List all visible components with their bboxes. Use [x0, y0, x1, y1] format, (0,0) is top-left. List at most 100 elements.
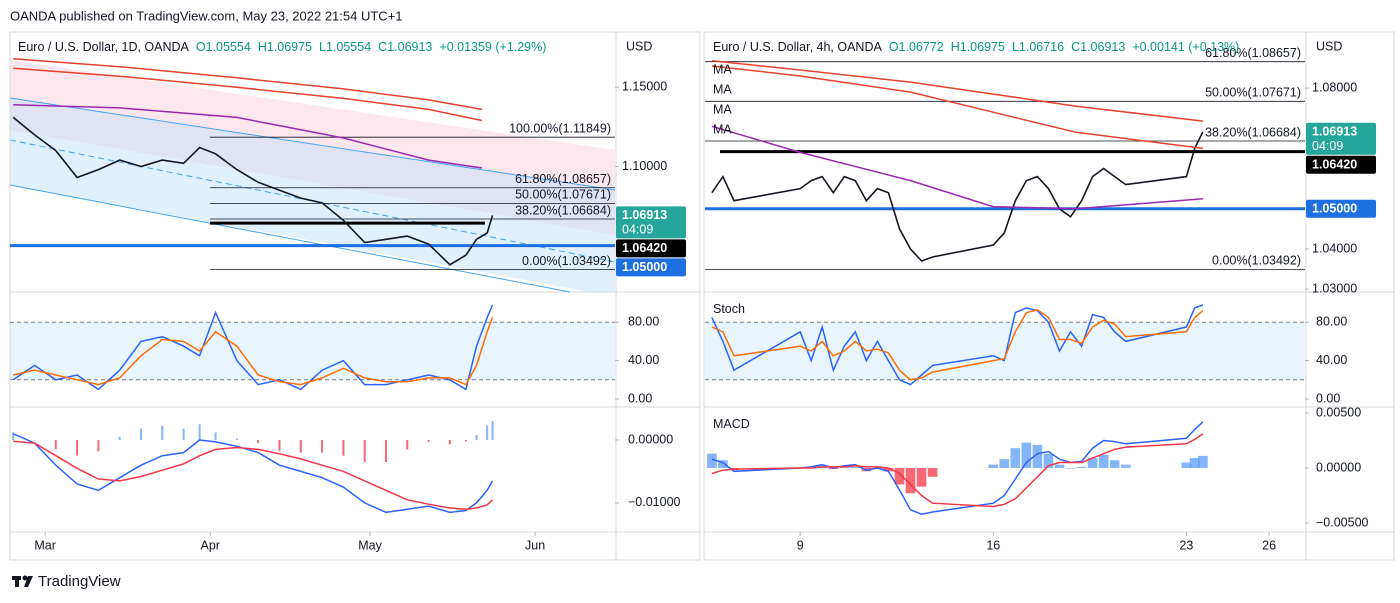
histogram-bar: [12, 432, 15, 440]
indicator-line: [13, 440, 494, 510]
indicator-line: [711, 421, 1204, 515]
histogram-bar: [1010, 448, 1021, 468]
histogram-bar: [161, 425, 164, 440]
x-tick-label: 9: [797, 538, 804, 552]
y-tick-label: 1.08000: [1312, 80, 1357, 94]
price-line: [12, 116, 494, 266]
histogram-bar: [1065, 467, 1076, 469]
y-tick-label: 40.00: [1316, 353, 1347, 367]
y-tick-label: −0.01000: [628, 495, 681, 509]
y-tick-label: 0.00: [628, 391, 652, 405]
price-tag-label: 1.05000: [1312, 202, 1357, 216]
x-tick-label: 23: [1179, 538, 1193, 552]
ma-label: MA: [713, 62, 732, 76]
histogram-bar: [76, 439, 79, 456]
histogram-bar: [257, 439, 260, 444]
pane: [10, 58, 615, 270]
ma-label: MA: [713, 122, 732, 136]
pane: [705, 59, 1305, 270]
histogram-bar: [1198, 455, 1208, 468]
price-tag: [1306, 199, 1376, 218]
y-tick-label: 1.03000: [1312, 281, 1357, 295]
x-tick-label: Apr: [201, 538, 220, 552]
price-tag: [1306, 122, 1376, 155]
publish-info: OANDA published on TradingView.com, May …: [10, 8, 403, 23]
histogram-bar: [988, 464, 999, 468]
pane-header: MACD: [713, 417, 750, 431]
stoch-band: [10, 322, 615, 380]
pane-header: Euro / U.S. Dollar, 1D, OANDA O1.05554 H1.…: [18, 40, 546, 54]
ohlc-value: +0.01359 (+1.29%): [439, 40, 546, 54]
y-tick-label: 1.10000: [622, 159, 667, 173]
pane: [10, 304, 615, 391]
axis-unit: USD: [626, 39, 652, 53]
tv-logo: [12, 575, 33, 587]
histogram-bar: [182, 428, 185, 440]
price-tag-label: 1.06913: [622, 208, 667, 222]
channel-midline: [9, 139, 616, 263]
pane-header: Euro / U.S. Dollar, 4h, OANDA O1.06772 H1.…: [713, 40, 1239, 54]
ohlc-value: H1.06975: [951, 40, 1005, 54]
histogram-bar: [464, 439, 467, 442]
histogram-bar: [707, 453, 717, 468]
fib-label: 50.00%(1.07671): [515, 188, 611, 202]
ma-label: MA: [713, 82, 732, 96]
fib-label: 61.80%(1.08657): [1205, 46, 1301, 60]
channel-edge: [9, 184, 571, 293]
pane: [705, 304, 1305, 386]
ma-label: MA: [713, 102, 732, 116]
histogram-bar: [33, 439, 36, 441]
histogram-bar: [1043, 453, 1054, 468]
histogram-bar: [342, 439, 345, 456]
histogram-bar: [363, 439, 366, 463]
countdown: 04:09: [1312, 139, 1343, 153]
y-tick-label: 0.00000: [1316, 460, 1361, 474]
indicator-line: [13, 67, 483, 122]
x-tick-label: Mar: [34, 538, 56, 552]
price-tag: [1306, 155, 1376, 174]
indicator-line: [13, 58, 483, 111]
price-tag-label: 1.06913: [1312, 125, 1357, 139]
histogram-bar: [1032, 444, 1043, 468]
histogram-bar: [491, 421, 494, 440]
pane: [707, 421, 1208, 515]
histogram-bar: [1181, 462, 1192, 468]
histogram-bar: [406, 439, 409, 450]
y-tick-label: 1.15000: [622, 80, 667, 94]
y-tick-label: 80.00: [628, 315, 659, 329]
fib-label: 38.20%(1.06684): [515, 203, 611, 217]
indicator-line: [711, 65, 1203, 150]
y-tick-label: 1.04000: [1312, 241, 1357, 255]
ohlc-value: O1.05554: [196, 40, 251, 54]
pane-title: Stoch: [713, 302, 745, 316]
histogram-bar: [905, 467, 916, 494]
y-tick-label: 40.00: [628, 353, 659, 367]
histogram-bar: [1021, 442, 1032, 468]
histogram-bar: [486, 425, 489, 440]
histogram-bar: [321, 439, 324, 453]
ohlc-value: L1.05554: [319, 40, 371, 54]
price-tag: [616, 206, 686, 239]
ohlc-value: H1.06975: [258, 40, 312, 54]
y-tick-label: 0.00: [1316, 391, 1340, 405]
left-frame: [9, 31, 701, 561]
countdown: 04:09: [622, 223, 653, 237]
x-tick-label: 16: [986, 538, 1000, 552]
indicator-line: [711, 304, 1204, 386]
histogram-bar: [883, 467, 894, 472]
y-tick-label: 0.00000: [628, 432, 673, 446]
pane: [12, 421, 494, 514]
ohlc-value: L1.06716: [1012, 40, 1064, 54]
stoch-band: [705, 322, 1305, 380]
histogram-bar: [448, 439, 451, 445]
fib-label: 61.80%(1.08657): [515, 172, 611, 186]
ohlc-value: C1.06913: [1071, 40, 1125, 54]
price-line: [711, 131, 1204, 262]
indicator-line: [711, 125, 1203, 210]
histogram-bar: [850, 466, 861, 468]
histogram-bar: [235, 438, 238, 440]
histogram-bar: [1120, 464, 1131, 468]
indicator-line: [13, 317, 494, 386]
y-tick-label: 0.00500: [1316, 405, 1361, 419]
